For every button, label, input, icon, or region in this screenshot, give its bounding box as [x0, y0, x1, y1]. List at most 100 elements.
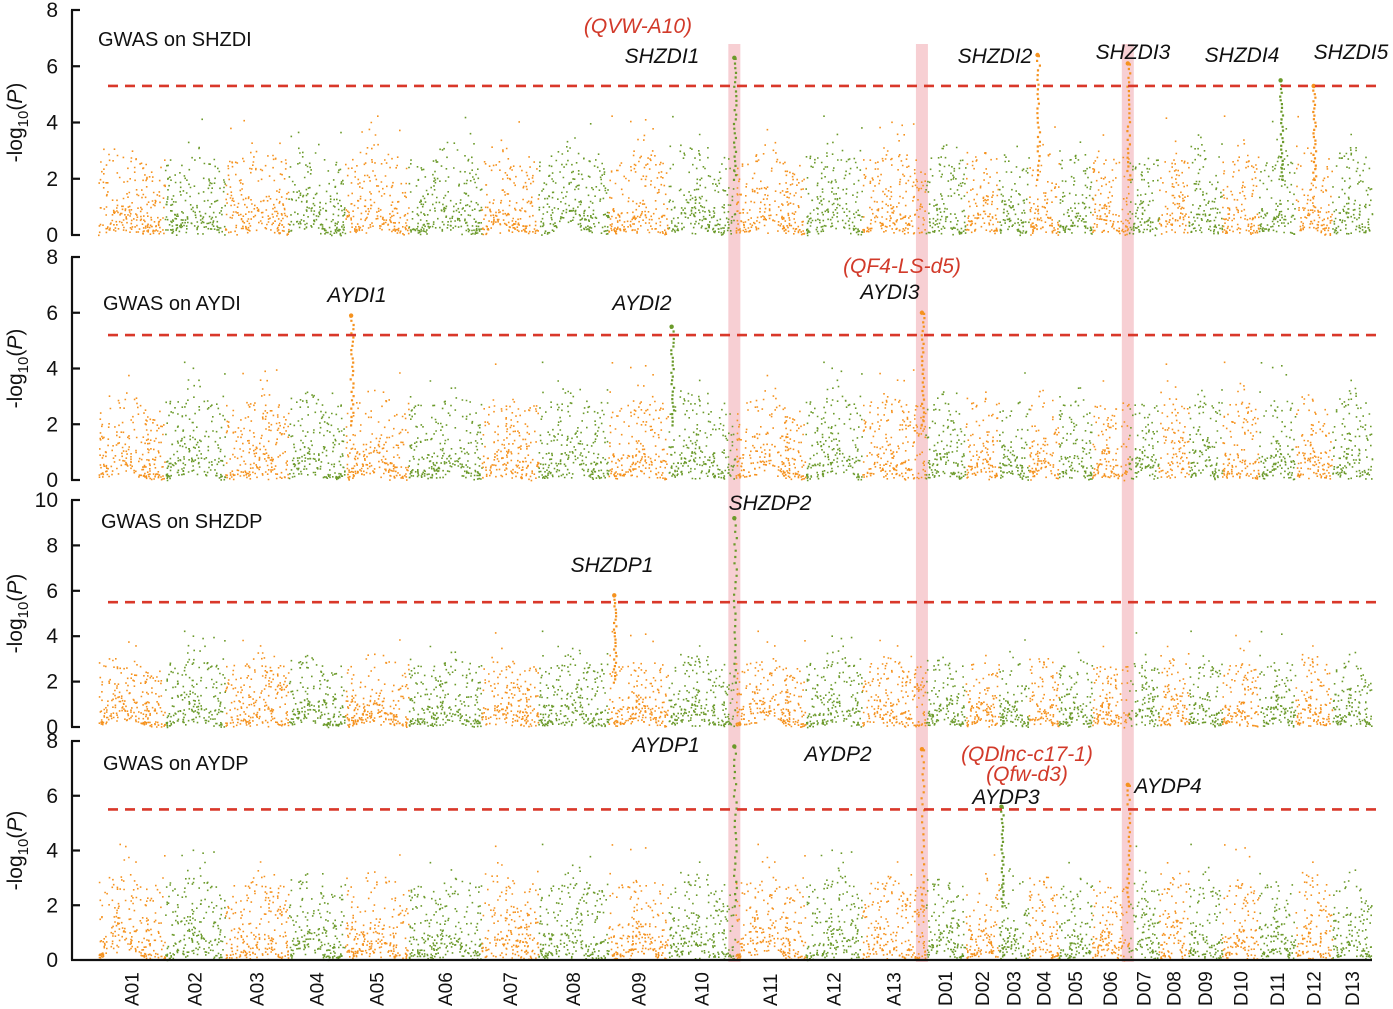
qtl-label: (QVW-A10) [584, 15, 692, 38]
chromosome-points [1258, 872, 1297, 960]
chromosome-points [1258, 119, 1296, 235]
panel-points [98, 515, 1373, 729]
manhattan-panel: 0 2 4 6 8 10 -log10(P) GWAS on SHZDP SHZDP1 SHZDP… [4, 489, 1382, 739]
chromosome-points [1158, 117, 1190, 235]
chromosome-points [608, 115, 670, 236]
chromosome-label: D05 [1066, 971, 1087, 1006]
chromosome-points [925, 144, 967, 236]
chromosome-points [805, 849, 863, 962]
chromosome-points [1092, 134, 1130, 236]
chromosome-points [862, 369, 927, 481]
chromosome-points [608, 844, 669, 961]
peak-points [1312, 85, 1318, 181]
chromosome-points [805, 115, 864, 237]
chromosome-points [345, 639, 410, 728]
chromosome-points [1188, 389, 1224, 481]
chromosome-points [608, 630, 669, 728]
chromosome-points [288, 873, 347, 962]
chromosome-label: A06 [436, 972, 457, 1006]
peak-label: AYDI1 [325, 284, 386, 307]
chromosome-label: A12 [824, 972, 845, 1006]
peak-top-point [1278, 78, 1283, 83]
chromosome-points [608, 362, 669, 481]
chromosome-points [408, 861, 483, 961]
chromosome-points [1058, 861, 1094, 960]
chromosome-points [668, 115, 737, 236]
chromosome-points [735, 374, 807, 481]
chromosome-points [164, 118, 226, 236]
chromosome-points [965, 151, 1000, 235]
peak-top-point [999, 804, 1004, 809]
peak-label: AYDI2 [610, 292, 671, 315]
peak-label: SHZDI4 [1205, 44, 1280, 67]
peak-top-point [919, 310, 925, 315]
peak-label: SHZDI3 [1096, 41, 1171, 64]
chromosome-points [1332, 651, 1373, 727]
manhattan-panel: 0 2 4 6 8 -log10(P) GWAS on AYDP AYDP1 AYDP2 AYDP… [4, 730, 1382, 972]
manhattan-points [98, 52, 1374, 962]
y-axis-label: -log10(P) [4, 811, 32, 891]
chromosome-label: D09 [1196, 971, 1217, 1006]
y-tick-label: 2 [46, 671, 58, 694]
chromosome-points [288, 391, 346, 481]
y-tick-label: 6 [46, 785, 58, 808]
chromosome-points [925, 391, 967, 480]
chromosome-points [1295, 645, 1334, 727]
chromosome-points [98, 148, 166, 237]
y-axis-label: -log10(P) [4, 83, 32, 163]
y-tick-label: 8 [46, 534, 58, 557]
chromosome-points [965, 391, 1000, 481]
chromosome-points [408, 645, 483, 728]
chromosome-points [1028, 658, 1060, 728]
chromosome-points [1295, 394, 1333, 480]
y-tick-label: 8 [46, 246, 58, 269]
y-axis-label: -log10(P) [4, 329, 32, 409]
y-axis-label: -log10(P) [4, 574, 32, 654]
chromosome-points [1058, 651, 1094, 728]
chromosome-points [965, 654, 1000, 728]
chromosome-points [481, 121, 540, 236]
chromosome-points [345, 115, 410, 236]
chromosome-points [735, 630, 807, 728]
chromosome-points [1058, 141, 1094, 235]
peak-top-point [919, 747, 925, 752]
chromosome-points [1028, 126, 1061, 236]
chromosome-points [1092, 380, 1130, 482]
chromosome-label: A08 [564, 972, 585, 1006]
chromosome-points [1188, 843, 1224, 960]
peak-top-point [1125, 61, 1131, 66]
peak-top-point [1035, 52, 1040, 58]
y-tick-label: 8 [46, 0, 58, 22]
peak-points [612, 595, 618, 684]
peak-points [670, 326, 676, 427]
chromosome-points [862, 639, 927, 728]
y-tick-label: 4 [46, 625, 58, 648]
y-tick-label: 0 [46, 224, 58, 247]
peak-points [1000, 806, 1005, 908]
qtl-label: (QF4-LS-d5) [843, 255, 961, 278]
peak-label: AYDP4 [1132, 775, 1201, 798]
peak-top-point [669, 324, 674, 329]
peak-label: AYDP2 [802, 743, 872, 766]
chromosome-points [1158, 862, 1191, 960]
peak-top-point [732, 55, 737, 61]
peak-top-point [1125, 782, 1131, 787]
y-tick-label: 0 [46, 949, 58, 972]
chromosome-points [225, 639, 290, 728]
chromosome-points [998, 639, 1030, 728]
peak-top-point [612, 593, 617, 598]
peak-label: SHZDP1 [571, 554, 654, 577]
chromosome-label: A13 [884, 972, 905, 1006]
chromosome-label: D08 [1165, 971, 1186, 1006]
manhattan-panel: 0 2 4 6 8 -log10(P) GWAS on SHZDI SHZDI1 (QVW-A1… [4, 0, 1389, 247]
peak-points [1279, 80, 1285, 181]
highlight-band [915, 44, 928, 962]
chromosome-points [408, 380, 483, 481]
chromosome-points [1332, 869, 1373, 960]
chromosome-points [668, 379, 737, 480]
chromosome-points [225, 369, 290, 481]
chromosome-label: D07 [1135, 971, 1156, 1006]
chromosome-points [1188, 630, 1224, 728]
chromosome-points [481, 632, 540, 728]
y-tick-label: 0 [46, 716, 58, 739]
